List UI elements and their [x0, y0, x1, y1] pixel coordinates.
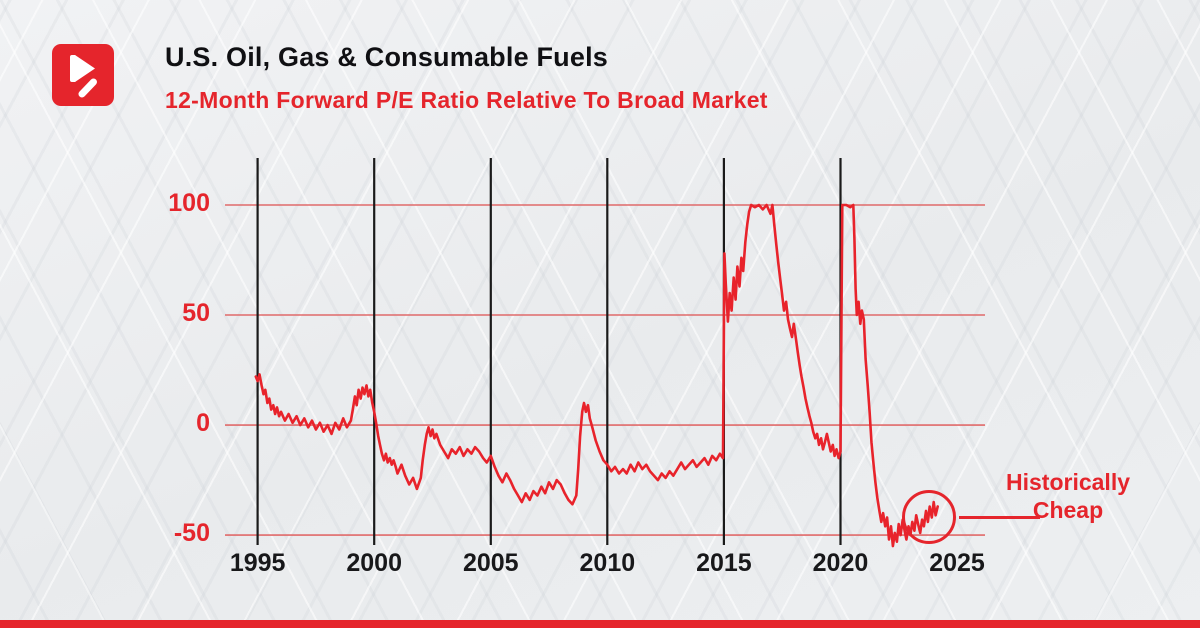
logo-slash-shape	[78, 78, 97, 98]
x-tick-label: 2000	[346, 549, 402, 577]
brand-logo	[52, 44, 114, 106]
annotation-line1: Historically	[1006, 469, 1130, 495]
annotation-label: Historically Cheap	[982, 468, 1154, 524]
header: U.S. Oil, Gas & Consumable Fuels 12-Mont…	[165, 42, 768, 114]
x-tick-label: 2020	[812, 549, 869, 577]
annotation-line2: Cheap	[1032, 497, 1104, 523]
y-tick-label: 0	[196, 409, 210, 438]
logo-flag-shape	[73, 55, 95, 82]
annotation-circle	[902, 490, 957, 545]
x-tick-label: 2025	[929, 549, 985, 577]
y-tick-label: 50	[182, 299, 210, 327]
chart-subtitle: 12-Month Forward P/E Ratio Relative To B…	[165, 87, 768, 113]
chart-area	[225, 155, 985, 550]
pe-ratio-line	[254, 203, 940, 548]
x-tick-label: 2015	[696, 549, 752, 577]
chart-svg	[225, 158, 985, 548]
footer-accent-bar	[0, 620, 1200, 628]
x-tick-label: 2005	[462, 549, 519, 577]
logo-pole-shape	[70, 55, 76, 82]
chart-title: U.S. Oil, Gas & Consumable Fuels	[165, 42, 609, 72]
annotation-connector	[959, 515, 1040, 519]
x-tick-label: 1995	[229, 549, 286, 577]
x-tick-label: 2010	[579, 549, 636, 577]
brand-logo-icon	[52, 44, 114, 106]
y-tick-label: -50	[173, 519, 210, 548]
y-tick-label: 100	[168, 188, 210, 217]
